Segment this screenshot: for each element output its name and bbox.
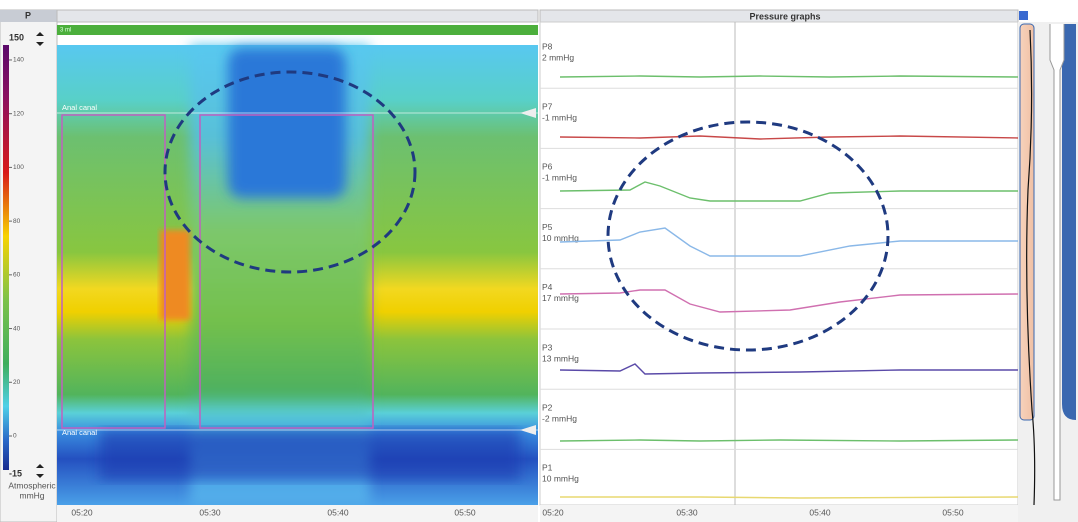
channel-name: P6	[542, 162, 553, 172]
manometry-window: P 150 -15 Atmospheric mmHg 140 120 100 80 60…	[0, 0, 1078, 522]
time-tick-label: 05:40	[809, 507, 831, 517]
channel-value: 2 mmHg	[542, 52, 574, 62]
channel-name: P1	[542, 463, 553, 473]
scale-tick-label: 140	[13, 57, 24, 64]
channel-value: -2 mmHg	[542, 413, 577, 423]
marker-label: Anal canal	[62, 103, 97, 112]
scale-tick-label: 60	[13, 272, 21, 279]
time-tick-label: 05:40	[327, 507, 349, 517]
scale-tick-label: 100	[13, 164, 24, 171]
heatmap: Anal canal Anal canal	[57, 45, 538, 505]
channel-value: 10 mmHg	[542, 474, 579, 484]
time-tick-label: 05:50	[454, 507, 476, 517]
time-tick-label: 05:30	[199, 507, 221, 517]
heatmap-header	[57, 10, 538, 22]
time-tick-label: 05:30	[676, 507, 698, 517]
scale-unit: mmHg	[19, 490, 44, 500]
scale-tick-label: 80	[13, 218, 21, 225]
channel-name: P2	[542, 402, 553, 412]
catheter-panel	[1018, 22, 1078, 522]
scale-tick-label: 20	[13, 379, 21, 386]
scale-min: -15	[9, 468, 22, 478]
marker-label: Anal canal	[62, 428, 97, 437]
volume-label: 3 ml	[60, 28, 71, 34]
volume-bar	[57, 25, 538, 35]
channel-value: -1 mmHg	[542, 173, 577, 183]
time-tick-label: 05:50	[942, 507, 964, 517]
heatmap-low-bottom	[100, 430, 520, 480]
channel-name: P7	[542, 101, 553, 111]
scale-unit: Atmospheric	[8, 480, 56, 490]
channel-value: 13 mmHg	[542, 353, 579, 363]
time-tick-label: 05:20	[71, 507, 93, 517]
channel-value: -1 mmHg	[542, 112, 577, 122]
scale-tick-label: 120	[13, 110, 24, 117]
heatmap-low	[228, 48, 346, 198]
color-bar	[3, 45, 9, 470]
scale-header: P	[25, 10, 31, 20]
wall-blue	[1062, 24, 1076, 420]
scale-tick-label: 0	[13, 433, 17, 440]
time-tick-label: 05:20	[542, 507, 564, 517]
channel-name: P8	[542, 41, 553, 51]
expand-button[interactable]	[1019, 11, 1028, 20]
channel-name: P4	[542, 282, 553, 292]
scale-max: 150	[9, 32, 24, 42]
channel-name: P5	[542, 222, 553, 232]
scale-tick-label: 40	[13, 325, 21, 332]
graphs-title: Pressure graphs	[749, 11, 820, 21]
channel-name: P3	[542, 342, 553, 352]
